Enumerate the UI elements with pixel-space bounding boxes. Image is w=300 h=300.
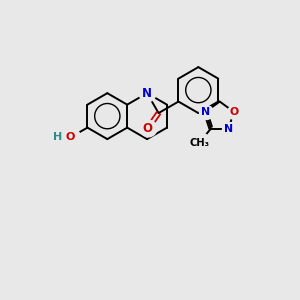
Text: O: O [143,122,153,135]
Text: O: O [230,107,238,117]
Text: H: H [53,132,62,142]
Text: CH₃: CH₃ [189,138,209,148]
Text: N: N [142,87,152,100]
Text: N: N [201,107,210,117]
Text: O: O [66,132,75,142]
Text: N: N [224,124,233,134]
